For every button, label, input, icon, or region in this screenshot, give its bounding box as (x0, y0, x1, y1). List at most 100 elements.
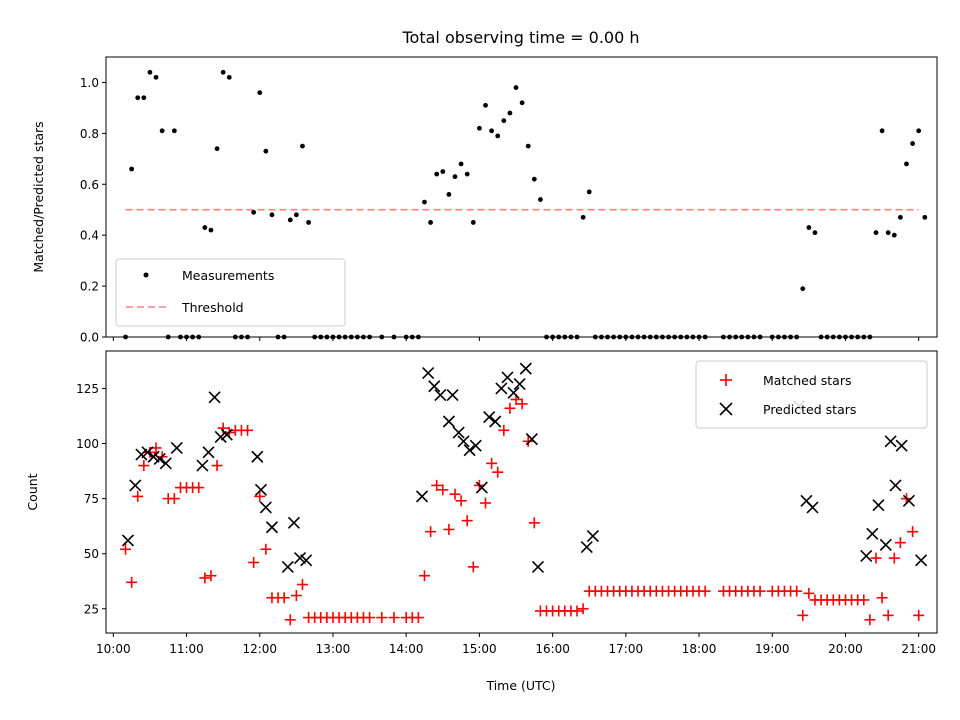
legend-label-threshold: Threshold (181, 300, 244, 315)
predicted-star-point (442, 415, 455, 428)
predicted-star-point (259, 501, 272, 514)
bottom-legend: Matched stars Predicted stars (695, 360, 928, 429)
predicted-star-point (879, 538, 892, 551)
predicted-star-point (860, 549, 873, 562)
matched-star-point (120, 543, 132, 555)
matched-star-point (443, 523, 455, 535)
measurement-point (891, 232, 897, 238)
matched-star-point (199, 572, 211, 584)
matched-star-point (412, 612, 424, 624)
measurement-point (501, 118, 507, 124)
top-legend-box (115, 258, 346, 327)
x-tick-label: 21:00 (901, 642, 936, 656)
matched-star-point (254, 490, 266, 502)
predicted-star-point (501, 371, 514, 384)
measurement-point (153, 74, 159, 80)
predicted-star-point (519, 362, 532, 375)
predicted-star-point (580, 541, 593, 554)
matched-star-point (437, 484, 449, 496)
matched-star-point (248, 557, 260, 568)
measurement-point (531, 176, 537, 182)
measurement-point (306, 220, 311, 225)
matched-star-point (571, 605, 583, 617)
matched-star-point (467, 561, 479, 573)
predicted-star-point (806, 501, 819, 514)
top-y-axis-label: Matched/Predicted stars (31, 121, 46, 272)
predicted-star-point (121, 534, 135, 547)
top-axes-frame (105, 56, 938, 338)
predicted-star-point (513, 377, 526, 391)
bottom-y-tick-label: 125 (76, 382, 99, 396)
matched-star-point (455, 495, 467, 507)
predicted-star-point (287, 516, 300, 529)
matched-star-point (528, 517, 540, 529)
matched-star-point (797, 609, 809, 621)
predicted-star-point (170, 441, 183, 455)
matched-star-point (522, 435, 534, 447)
measurement-point (519, 100, 525, 106)
predicted-star-point (895, 439, 908, 452)
measurement-point (483, 102, 488, 108)
predicted-star-point (483, 411, 496, 424)
matched-star-point (132, 490, 144, 502)
matched-star-point (864, 614, 876, 626)
predicted-star-point (251, 450, 264, 463)
bottom-subplot: Count Time (UTC) 25 50 75 100 125 10:00 11:00… (25, 350, 938, 693)
measurement-point (159, 128, 165, 134)
matched-star-point (907, 526, 919, 538)
bottom-x-axis: 10:00 11:00 12:00 13:00 14:00 15:00 16:00 17:00… (96, 633, 936, 656)
bottom-axes-frame (105, 350, 938, 634)
matched-star-point (278, 592, 290, 604)
matched-star-point (754, 585, 766, 597)
predicted-star-point (475, 481, 488, 494)
matched-star-point (498, 424, 510, 436)
predicted-star-point (129, 479, 142, 492)
measurement-point (885, 230, 891, 236)
top-subplot: Total observing time = 0.00 h Matched/Pr… (31, 28, 938, 345)
matched-star-point (492, 466, 504, 478)
bottom-y-axis-label: Count (25, 473, 40, 510)
measurement-point (287, 217, 293, 223)
matched-star-point (858, 594, 870, 606)
matched-star-point (388, 612, 400, 624)
measurement-point (226, 74, 232, 80)
measurement-point (214, 146, 220, 152)
x-tick-label: 11:00 (169, 642, 204, 656)
bottom-y-tick-label: 100 (76, 437, 99, 451)
predicted-star-point (415, 490, 429, 503)
bottom-y-tick-label: 25 (84, 602, 99, 616)
top-y-tick-label: 0.8 (80, 127, 99, 141)
bottom-y-axis: 25 50 75 100 125 (76, 382, 106, 616)
matched-star-point (504, 402, 516, 414)
top-y-tick-label: 0.0 (80, 331, 99, 345)
predicted-star-point (422, 366, 435, 380)
predicted-star-point (153, 452, 166, 466)
matched-star-point (205, 570, 217, 582)
matched-star-point (486, 457, 498, 469)
matched-star-point (461, 515, 473, 527)
measurement-point (464, 171, 470, 177)
top-y-tick-label: 0.6 (80, 178, 99, 192)
matched-star-point (803, 587, 815, 599)
matched-star-point (449, 488, 461, 500)
measurement-point (452, 174, 458, 180)
matched-star-point (138, 460, 150, 472)
matched-star-point (193, 482, 205, 494)
bottom-plot-area (120, 362, 928, 626)
measurement-point (538, 197, 543, 202)
matched-star-point (876, 592, 888, 604)
matched-star-point (431, 479, 443, 491)
predicted-star-point (220, 428, 233, 441)
measurement-point (495, 133, 501, 139)
predicted-star-point (915, 554, 928, 567)
predicted-star-point (866, 527, 879, 540)
measurement-point (129, 166, 135, 172)
matched-star-point (913, 609, 925, 621)
x-tick-label: 14:00 (389, 642, 424, 656)
predicted-star-point (457, 435, 470, 448)
measurement-point (580, 214, 586, 220)
top-legend: Measurements Threshold (115, 258, 346, 327)
measurement-point (428, 220, 433, 225)
predicted-star-point (884, 435, 897, 448)
measurement-point (293, 212, 299, 218)
